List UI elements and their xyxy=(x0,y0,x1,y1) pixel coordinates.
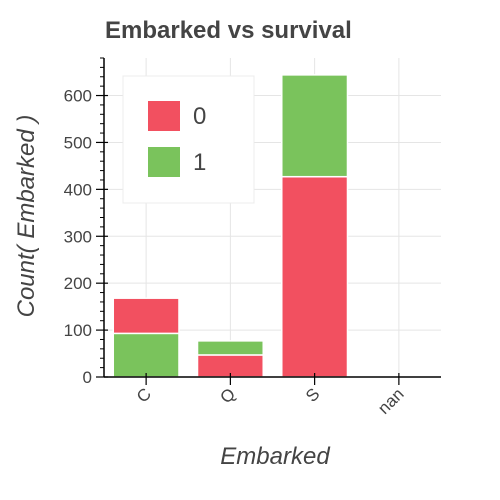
legend: 0 1 xyxy=(122,75,255,204)
y-tick-label-3: 300 xyxy=(64,227,92,246)
bar-S-series-1 xyxy=(281,74,349,178)
y-tick-label-2: 200 xyxy=(64,274,92,293)
x-tick-label-Q: Q xyxy=(216,384,239,407)
x-tick-label-S: S xyxy=(302,384,323,405)
chart-title: Embarked vs survival xyxy=(105,17,352,44)
bar-Q-series-1 xyxy=(196,340,264,356)
y-tick-label-0: 0 xyxy=(83,368,92,387)
x-tick-label-C: C xyxy=(133,384,155,406)
y-tick-label-6: 600 xyxy=(64,87,92,106)
legend-label-1: 1 xyxy=(193,149,206,176)
y-tick-label-4: 400 xyxy=(64,180,92,199)
bar-C-series-1 xyxy=(112,332,180,378)
y-axis-ticks: 0 100 200 300 400 500 600 xyxy=(64,57,108,387)
legend-swatch-0 xyxy=(148,101,180,131)
y-tick-label-5: 500 xyxy=(64,133,92,152)
x-axis-title: Embarked xyxy=(220,443,330,470)
bar-S-series-0 xyxy=(281,175,349,378)
x-tick-label-nan: nan xyxy=(374,384,407,417)
y-axis-title: Count( Embarked ) xyxy=(13,115,40,318)
bar-C-series-0 xyxy=(112,297,180,335)
bars xyxy=(112,74,433,378)
legend-swatch-1 xyxy=(148,147,180,177)
legend-box xyxy=(122,75,255,204)
y-tick-label-1: 100 xyxy=(64,321,92,340)
legend-label-0: 0 xyxy=(193,103,206,130)
